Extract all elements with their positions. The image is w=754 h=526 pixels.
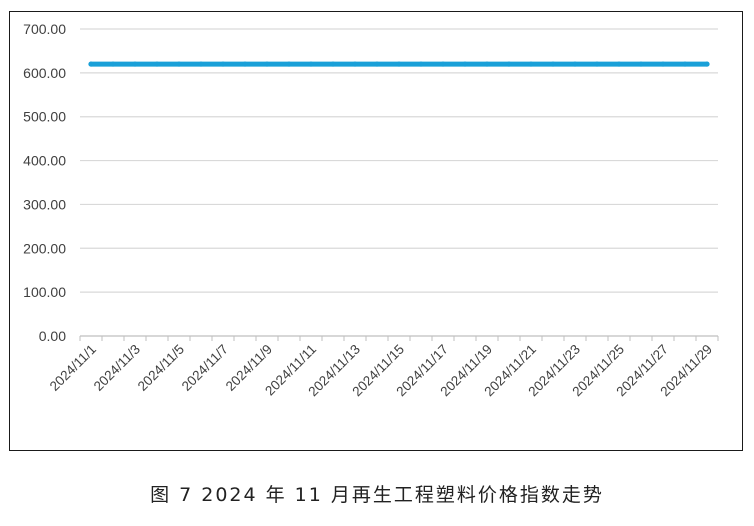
gridlines [80, 28, 718, 293]
y-axis: 0.00 100.00 200.00 300.00 400.00 500.00 600.00… [23, 21, 66, 344]
x-axis: 2024/11/12024/11/32024/11/52024/11/72024… [47, 335, 719, 399]
data-point [352, 61, 358, 67]
x-tick-label: 2024/11/7 [179, 342, 231, 394]
data-point [396, 61, 402, 67]
x-tick-label: 2024/11/3 [91, 342, 143, 394]
y-tick-label: 400.00 [23, 153, 66, 169]
data-point [374, 61, 380, 67]
line-chart: 0.00 100.00 200.00 300.00 400.00 500.00 600.00… [23, 21, 719, 399]
data-point [132, 61, 138, 67]
x-tick-label: 2024/11/1 [47, 342, 99, 394]
data-point [704, 61, 710, 67]
data-point [110, 61, 116, 67]
data-point [330, 61, 336, 67]
y-tick-label: 100.00 [23, 284, 66, 300]
y-tick-label: 600.00 [23, 65, 66, 81]
data-point [462, 61, 468, 67]
y-tick-label: 0.00 [39, 328, 66, 344]
y-tick-label: 200.00 [23, 240, 66, 256]
chart-frame [9, 11, 743, 451]
data-point [572, 61, 578, 67]
data-point [616, 61, 622, 67]
data-point [506, 61, 512, 67]
y-tick-label: 300.00 [23, 196, 66, 212]
data-point [198, 61, 204, 67]
data-point [220, 61, 226, 67]
data-point [528, 61, 534, 67]
x-tick-label: 2024/11/5 [135, 342, 187, 394]
data-point [88, 61, 94, 67]
data-point [682, 61, 688, 67]
data-point [176, 61, 182, 67]
data-point [308, 61, 314, 67]
figure-caption: 图 7 2024 年 11 月再生工程塑料价格指数走势 [150, 484, 604, 506]
y-tick-label: 500.00 [23, 109, 66, 125]
y-tick-label: 700.00 [23, 21, 66, 37]
data-point [242, 61, 248, 67]
data-point [550, 61, 556, 67]
data-point [264, 61, 270, 67]
data-point [440, 61, 446, 67]
data-point [286, 61, 292, 67]
data-point [154, 61, 160, 67]
data-point [594, 61, 600, 67]
data-point [418, 61, 424, 67]
data-point [484, 61, 490, 67]
data-point [660, 61, 666, 67]
series-layer [88, 61, 710, 67]
data-point [638, 61, 644, 67]
